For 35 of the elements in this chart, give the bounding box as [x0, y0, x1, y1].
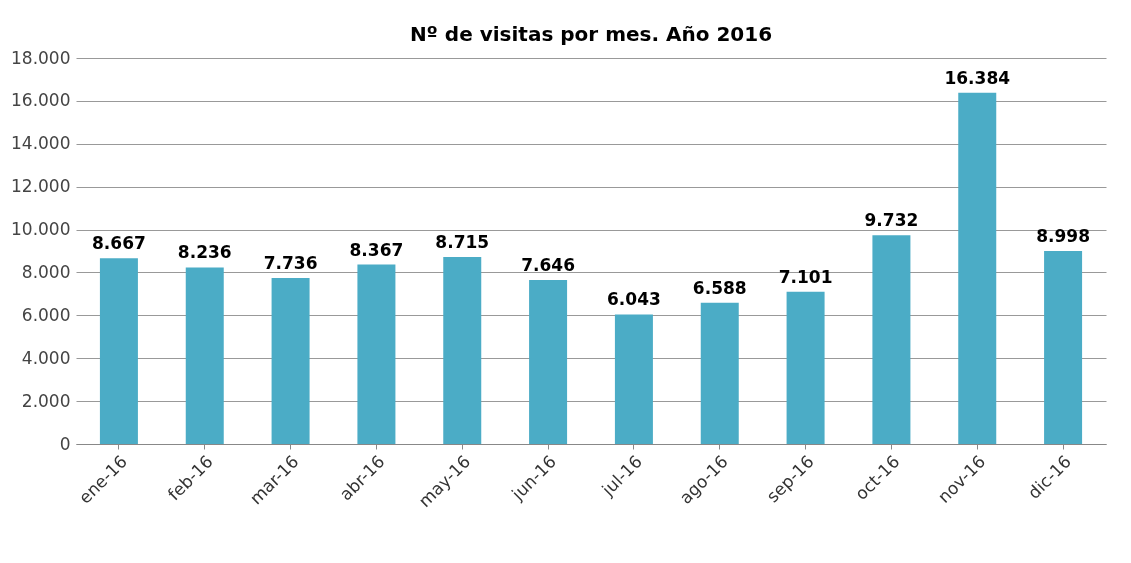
bar	[700, 302, 739, 444]
bar	[614, 314, 653, 444]
y-tick-label: 0	[59, 433, 71, 454]
bar	[443, 257, 482, 444]
data-label: 6.588	[692, 277, 747, 298]
bar	[786, 291, 825, 444]
data-label: 7.646	[521, 255, 575, 276]
data-label: 8.236	[177, 242, 232, 263]
bar	[99, 258, 138, 444]
bar	[357, 264, 396, 444]
bar	[1044, 251, 1083, 444]
bar	[958, 92, 997, 444]
y-tick-label: 2.000	[21, 390, 71, 411]
y-tick-label: 4.000	[21, 347, 71, 368]
data-label: 8.667	[92, 233, 146, 254]
y-tick-label: 12.000	[11, 176, 71, 197]
bar	[271, 278, 310, 444]
bar	[529, 280, 568, 444]
y-tick-label: 18.000	[11, 47, 71, 68]
bar	[185, 267, 224, 444]
y-tick-label: 16.000	[11, 90, 71, 111]
y-tick-label: 14.000	[11, 133, 71, 154]
data-label: 8.998	[1036, 226, 1090, 247]
bar	[872, 235, 911, 444]
data-label: 7.736	[263, 253, 318, 274]
chart-title: Nº de visitas por mes. Año 2016	[409, 22, 773, 46]
data-label: 6.043	[607, 289, 661, 310]
y-tick-label: 8.000	[21, 261, 71, 282]
y-tick-label: 6.000	[21, 304, 71, 325]
data-label: 7.101	[778, 266, 833, 287]
data-label: 9.732	[864, 210, 919, 231]
data-label: 8.367	[349, 239, 404, 260]
data-label: 16.384	[944, 67, 1011, 88]
y-tick-label: 10.000	[11, 219, 71, 240]
data-label: 8.715	[435, 232, 490, 253]
